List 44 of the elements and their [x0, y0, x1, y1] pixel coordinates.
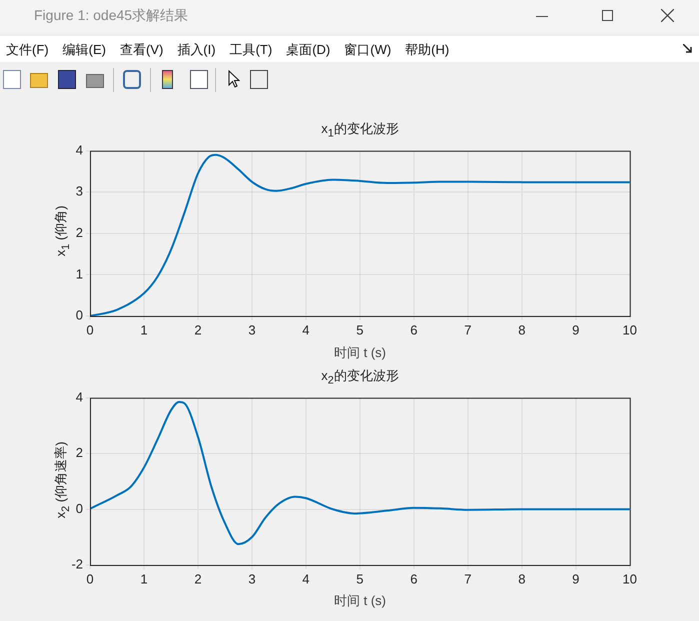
chart-title: x$_{2}$的变化波形	[321, 367, 399, 387]
x-tick-label: 1	[140, 571, 148, 586]
text: 插入(I)	[176, 41, 217, 59]
x-tick-label: 9	[572, 571, 580, 586]
y-tick-label: 0	[76, 500, 83, 516]
y-tick-label: 1	[76, 266, 83, 282]
x-tick-label: 5	[356, 322, 364, 338]
x-tick-label: 6	[410, 322, 418, 338]
x-tick-label: 0	[86, 322, 94, 338]
text: 查看(V)	[118, 41, 164, 59]
y-tick-label: 3	[76, 184, 83, 199]
y-tick-label: 2	[76, 224, 83, 240]
text: 编辑(E)	[62, 41, 107, 59]
x-tick-label: 2	[194, 322, 202, 338]
x-tick-label: 7	[464, 571, 472, 586]
x-tick-label: 0	[86, 571, 94, 586]
x-tick-label: 8	[518, 322, 526, 338]
x-tick-label: 2	[194, 571, 202, 586]
text: 桌面(D)	[285, 41, 332, 59]
x-tick-label: 7	[464, 322, 472, 338]
x-axis-title: 时间 t (s)	[334, 344, 386, 362]
x-tick-label: 3	[248, 571, 256, 586]
y-tick-label: 0	[76, 308, 83, 323]
x-tick-label: 4	[302, 571, 310, 586]
x-axis-title: 时间 t (s)	[334, 592, 386, 610]
x-tick-label: 4	[302, 322, 310, 338]
text: 窗口(W)	[343, 41, 392, 59]
x-tick-label: 1	[140, 322, 148, 338]
caption: Figure 1: ode45求解结果	[34, 7, 188, 25]
chart-title: x$_{1}$的变化波形	[321, 120, 399, 140]
y-tick-label: -2	[71, 556, 83, 572]
x-tick-label: 3	[248, 322, 256, 338]
text: 工具(T)	[228, 41, 274, 59]
text: 文件(F)	[5, 41, 50, 59]
x-tick-label: 10	[622, 322, 638, 338]
x-tick-label: 8	[518, 571, 526, 586]
y-tick-label: 2	[76, 445, 83, 460]
x-tick-label: 9	[572, 322, 580, 338]
text: 帮助(H)	[404, 41, 450, 59]
x-tick-label: 10	[622, 571, 638, 586]
y-tick-label: 4	[76, 142, 83, 158]
y-tick-label: 4	[76, 389, 83, 404]
x-tick-label: 5	[356, 571, 364, 586]
x-tick-label: 6	[410, 571, 418, 586]
